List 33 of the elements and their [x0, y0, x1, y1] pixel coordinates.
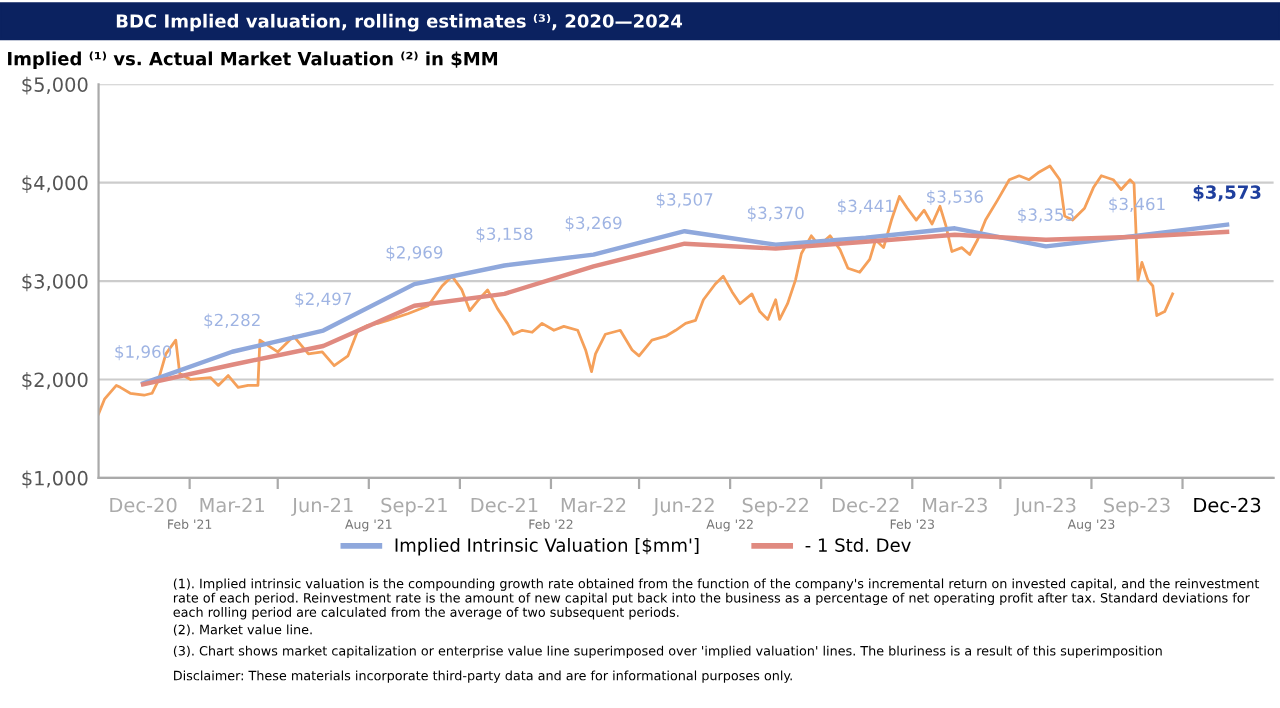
x-tick-label: Dec-21: [471, 497, 538, 513]
legend-label: Implied Intrinsic Valuation [$mm']: [395, 537, 699, 556]
data-label: $3,158: [476, 227, 533, 243]
data-label: $3,441: [837, 199, 894, 215]
x-tick-label: Mar-23: [923, 497, 987, 513]
y-tick-label: $5,000: [22, 76, 88, 95]
data-label: $2,497: [295, 292, 352, 308]
y-tick-label: $3,000: [22, 273, 88, 292]
data-label: $3,536: [927, 189, 983, 206]
y-tick-label: $2,000: [22, 372, 88, 390]
data-label: $3,370: [747, 206, 804, 222]
x-tick-label: Jun-21: [291, 497, 353, 517]
x-tick-label: Dec-23: [1194, 497, 1261, 513]
data-label: $3,573: [1193, 184, 1261, 202]
chart-subtitle: Implied ⁽¹⁾ vs. Actual Market Valuation ⁽²⁾ in $MM: [8, 51, 498, 69]
x-tick-label: Mar-21: [200, 497, 265, 513]
x-tick-label: Dec-22: [832, 497, 899, 513]
data-label: $3,507: [656, 192, 713, 208]
data-label: $3,269: [565, 216, 622, 232]
legend-label: - 1 Std. Dev: [805, 537, 911, 552]
line-series: [98, 164, 1175, 416]
x-tick-label: Dec-20: [110, 497, 177, 513]
y-tick-label: $1,000: [22, 470, 88, 489]
data-label: $2,969: [386, 245, 443, 261]
x-tick-label: Mar-22: [561, 497, 626, 513]
x-tick-label: Sep-21: [381, 497, 447, 517]
y-tick-label: $4,000: [22, 175, 88, 193]
x-tick-label: Sep-22: [742, 497, 808, 517]
x-tick-label: Jun-22: [652, 497, 714, 517]
data-label: $2,282: [204, 313, 260, 329]
x-tick-label: Jun-23: [1013, 497, 1076, 517]
x-tick-label: Sep-23: [1104, 497, 1170, 517]
chart-title: BDC Implied valuation, rolling estimates ⁽³⁾, 2020—2024: [116, 13, 683, 32]
